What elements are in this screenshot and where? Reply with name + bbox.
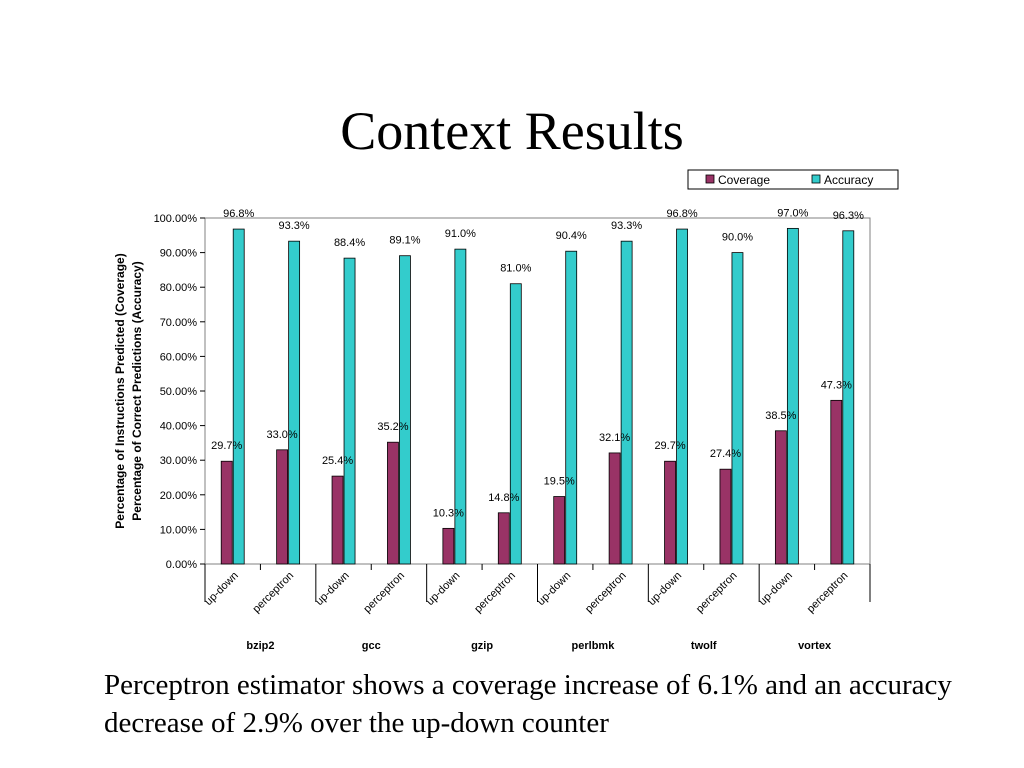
- accuracy-bar: [232, 228, 245, 565]
- y-axis-title: Percentage of Correct Predictions (Accur…: [130, 261, 144, 520]
- accuracy-data-label: 93.3%: [611, 220, 642, 232]
- x-group-label: vortex: [798, 640, 832, 652]
- x-subcategory-label: up-down: [646, 570, 684, 608]
- x-subcategory-label: perceptron: [805, 570, 851, 616]
- coverage-data-label: 35.2%: [377, 421, 408, 433]
- accuracy-bar: [731, 252, 744, 565]
- slide-caption: Perceptron estimator shows a coverage in…: [104, 669, 952, 739]
- x-group-label: twolf: [691, 640, 717, 652]
- accuracy-bar: [454, 248, 467, 565]
- coverage-bar: [442, 527, 455, 565]
- y-tick-label: 90.00%: [160, 248, 198, 260]
- y-tick-label: 40.00%: [160, 421, 198, 433]
- coverage-data-label: 10.3%: [433, 507, 464, 519]
- x-subcategory-label: up-down: [203, 570, 241, 608]
- accuracy-data-label: 96.8%: [223, 208, 254, 220]
- coverage-bar: [497, 512, 510, 565]
- coverage-bar: [387, 441, 399, 565]
- coverage-data-label: 19.5%: [544, 476, 575, 488]
- coverage-bar: [331, 475, 344, 565]
- accuracy-bar: [399, 255, 411, 565]
- accuracy-data-label: 81.0%: [500, 263, 531, 275]
- x-subcategory-label: perceptron: [694, 570, 740, 616]
- legend-label-coverage: Coverage: [718, 173, 770, 187]
- x-subcategory-label: up-down: [535, 570, 573, 608]
- y-tick-label: 70.00%: [160, 317, 198, 329]
- y-axis-title: Percentage of Instructions Predicted (Co…: [113, 253, 127, 528]
- accuracy-data-label: 88.4%: [334, 237, 365, 249]
- x-subcategory-label: perceptron: [361, 570, 407, 616]
- coverage-bar: [276, 449, 289, 565]
- y-tick-label: 50.00%: [160, 386, 198, 398]
- coverage-bar: [719, 468, 732, 565]
- accuracy-bar: [676, 228, 688, 565]
- accuracy-bar: [620, 240, 633, 565]
- y-tick-label: 80.00%: [160, 282, 198, 294]
- x-subcategory-label: up-down: [313, 570, 351, 608]
- coverage-bar: [608, 452, 621, 565]
- coverage-data-label: 38.5%: [765, 410, 796, 422]
- coverage-data-label: 32.1%: [599, 432, 630, 444]
- x-group-label: gcc: [362, 640, 381, 652]
- coverage-data-label: 29.7%: [654, 440, 685, 452]
- accuracy-data-label: 96.3%: [833, 210, 864, 222]
- accuracy-bar: [565, 250, 578, 565]
- accuracy-data-label: 97.0%: [777, 207, 808, 219]
- accuracy-data-label: 89.1%: [389, 235, 420, 247]
- accuracy-bar: [509, 283, 522, 565]
- x-subcategory-label: perceptron: [472, 570, 518, 616]
- y-tick-label: 20.00%: [160, 490, 198, 502]
- x-subcategory-label: up-down: [424, 570, 462, 608]
- y-tick-label: 60.00%: [160, 351, 198, 363]
- accuracy-bar: [288, 240, 301, 565]
- x-subcategory-label: up-down: [757, 570, 795, 608]
- coverage-bar: [664, 460, 676, 565]
- coverage-data-label: 33.0%: [267, 429, 298, 441]
- legend: [687, 169, 899, 190]
- accuracy-bar: [786, 227, 799, 565]
- coverage-data-label: 47.3%: [821, 379, 852, 391]
- accuracy-data-label: 90.0%: [722, 232, 753, 244]
- x-group-label: bzip2: [246, 640, 274, 652]
- legend-label-accuracy: Accuracy: [824, 173, 873, 187]
- x-subcategory-label: perceptron: [251, 570, 297, 616]
- coverage-data-label: 14.8%: [488, 492, 519, 504]
- y-tick-label: 10.00%: [160, 524, 198, 536]
- coverage-bar: [830, 399, 843, 565]
- slide-title: Context Results: [340, 101, 684, 161]
- accuracy-data-label: 93.3%: [279, 220, 310, 232]
- plot-area: [204, 217, 871, 565]
- legend-swatch-coverage: [705, 174, 715, 184]
- accuracy-bar: [343, 257, 356, 565]
- accuracy-data-label: 96.8%: [666, 208, 697, 220]
- coverage-bar: [553, 496, 566, 565]
- y-tick-label: 100.00%: [154, 213, 198, 225]
- coverage-data-label: 25.4%: [322, 455, 353, 467]
- y-tick-label: 0.00%: [166, 559, 197, 571]
- accuracy-data-label: 90.4%: [556, 230, 587, 242]
- accuracy-bar: [842, 230, 855, 565]
- legend-swatch-accuracy: [811, 174, 821, 184]
- coverage-bar: [220, 460, 233, 565]
- x-subcategory-label: perceptron: [583, 570, 629, 616]
- coverage-data-label: 27.4%: [710, 448, 741, 460]
- accuracy-data-label: 91.0%: [445, 228, 476, 240]
- coverage-data-label: 29.7%: [211, 440, 242, 452]
- x-group-label: perlbmk: [572, 640, 616, 652]
- y-tick-label: 30.00%: [160, 455, 198, 467]
- coverage-bar: [774, 430, 787, 565]
- x-group-label: gzip: [471, 640, 493, 652]
